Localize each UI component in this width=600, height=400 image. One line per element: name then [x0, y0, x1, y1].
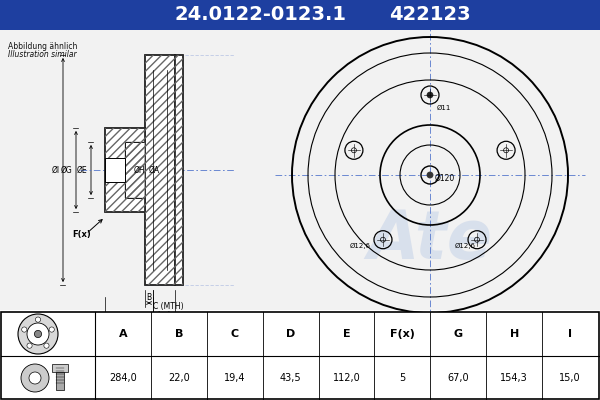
Text: Ø12,6: Ø12,6	[350, 243, 371, 249]
Text: 43,5: 43,5	[280, 373, 301, 383]
Circle shape	[29, 372, 41, 384]
Text: Abbildung ähnlich: Abbildung ähnlich	[8, 42, 77, 51]
Text: Ø12,6: Ø12,6	[455, 243, 476, 249]
Text: F(x): F(x)	[390, 329, 415, 339]
Text: ØA: ØA	[149, 166, 160, 174]
Circle shape	[44, 343, 49, 348]
Text: I: I	[568, 329, 572, 339]
Text: ØH: ØH	[133, 166, 145, 174]
Circle shape	[22, 327, 27, 332]
Text: F(x): F(x)	[72, 230, 91, 238]
Text: E: E	[343, 329, 350, 339]
Text: 422123: 422123	[389, 6, 471, 24]
Text: 15,0: 15,0	[559, 373, 581, 383]
Text: A: A	[119, 329, 127, 339]
Text: D: D	[286, 329, 295, 339]
Text: H: H	[509, 329, 519, 339]
Text: C: C	[230, 329, 239, 339]
Text: ØG: ØG	[60, 166, 72, 174]
Text: Ø11: Ø11	[437, 105, 451, 111]
Text: G: G	[454, 329, 463, 339]
Circle shape	[427, 172, 433, 178]
Bar	[0, 0, 600, 30]
Circle shape	[27, 343, 32, 348]
Text: ØI: ØI	[52, 166, 60, 174]
Text: 22,0: 22,0	[168, 373, 190, 383]
Text: 284,0: 284,0	[109, 373, 137, 383]
Text: Illustration similar: Illustration similar	[8, 50, 77, 59]
Text: 19,4: 19,4	[224, 373, 245, 383]
Text: 5: 5	[399, 373, 406, 383]
Bar	[52, 364, 68, 372]
Circle shape	[18, 314, 58, 354]
Bar	[175, 55, 183, 285]
Bar	[105, 128, 145, 212]
Circle shape	[21, 364, 49, 392]
Circle shape	[35, 317, 41, 322]
Text: 154,3: 154,3	[500, 373, 528, 383]
Text: B: B	[175, 329, 183, 339]
Text: B: B	[146, 294, 152, 302]
Circle shape	[49, 327, 54, 332]
Bar	[0, 30, 600, 310]
Text: 24.0122-0123.1: 24.0122-0123.1	[174, 6, 346, 24]
Bar	[1, 312, 599, 399]
Text: ØE: ØE	[76, 166, 87, 174]
Bar	[125, 142, 145, 198]
Circle shape	[27, 323, 49, 345]
Text: D: D	[126, 324, 132, 334]
Bar	[145, 55, 175, 285]
Text: Ø120: Ø120	[435, 174, 455, 182]
Circle shape	[427, 92, 433, 98]
Bar	[105, 158, 125, 182]
Bar	[175, 55, 183, 285]
Bar	[125, 142, 145, 198]
Bar	[145, 55, 175, 285]
Bar	[105, 128, 145, 212]
Circle shape	[34, 330, 41, 338]
Text: C (MTH): C (MTH)	[153, 302, 184, 312]
Text: 112,0: 112,0	[332, 373, 361, 383]
Text: Ate: Ate	[367, 207, 493, 273]
Text: 67,0: 67,0	[448, 373, 469, 383]
Bar	[56, 372, 64, 390]
